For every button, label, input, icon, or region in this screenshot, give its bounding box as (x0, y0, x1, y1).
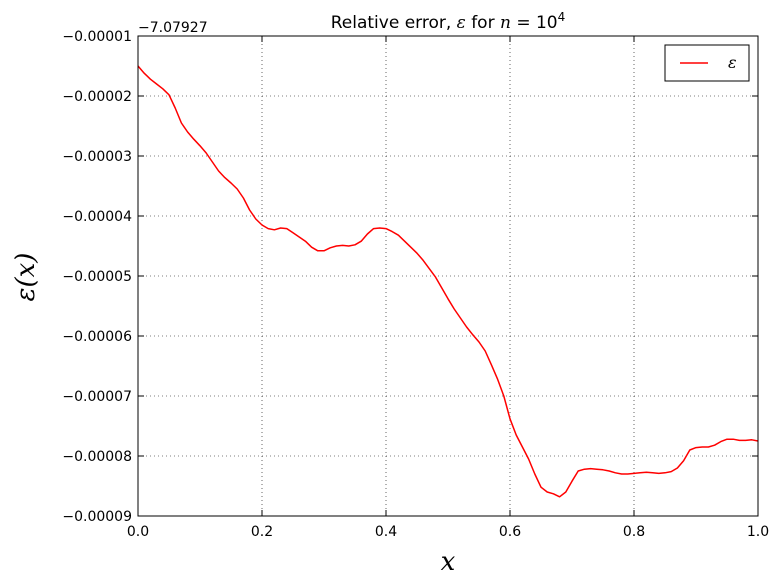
x-tick-label: 0.2 (251, 524, 273, 540)
title-mid: for (466, 13, 500, 33)
title-n: n (500, 13, 511, 33)
x-tick-label: 0.0 (127, 524, 149, 540)
title-prefix: Relative error, (331, 13, 457, 33)
y-axis-ticks: −0.00001 −0.00002 −0.00003 −0.00004 −0.00005… (62, 29, 758, 525)
y-tick-label: −0.00009 (62, 509, 132, 525)
title-eq: = 10 (511, 13, 558, 33)
y-tick-label: −0.00001 (62, 29, 132, 45)
title-exponent: 4 (558, 10, 566, 24)
x-tick-label: 0.8 (623, 524, 645, 540)
y-tick-label: −0.00006 (62, 329, 132, 345)
x-tick-label: 0.4 (375, 524, 397, 540)
y-tick-label: −0.00008 (62, 449, 132, 465)
y-tick-label: −0.00002 (62, 89, 132, 105)
y-axis-label: ε(x) (11, 253, 41, 302)
plot-frame (137, 35, 759, 517)
x-tick-label: 1.0 (747, 524, 769, 540)
legend: ε (664, 44, 750, 82)
x-tick-label: 0.6 (499, 524, 521, 540)
chart-title: Relative error, ε for n = 104 (331, 10, 566, 33)
y-tick-label: −0.00004 (62, 209, 132, 225)
legend-label: ε (728, 53, 737, 72)
title-epsilon: ε (457, 13, 466, 33)
series-group (137, 65, 759, 498)
y-offset-label: −7.07927 (138, 20, 208, 36)
x-axis-label: x (441, 547, 456, 577)
series-line-epsilon (137, 65, 759, 498)
x-axis-ticks: 0.0 0.2 0.4 0.6 0.8 1.0 (127, 36, 769, 540)
y-tick-label: −0.00003 (62, 149, 132, 165)
y-tick-label: −0.00007 (62, 389, 132, 405)
y-tick-label: −0.00005 (62, 269, 132, 285)
grid (138, 36, 758, 516)
